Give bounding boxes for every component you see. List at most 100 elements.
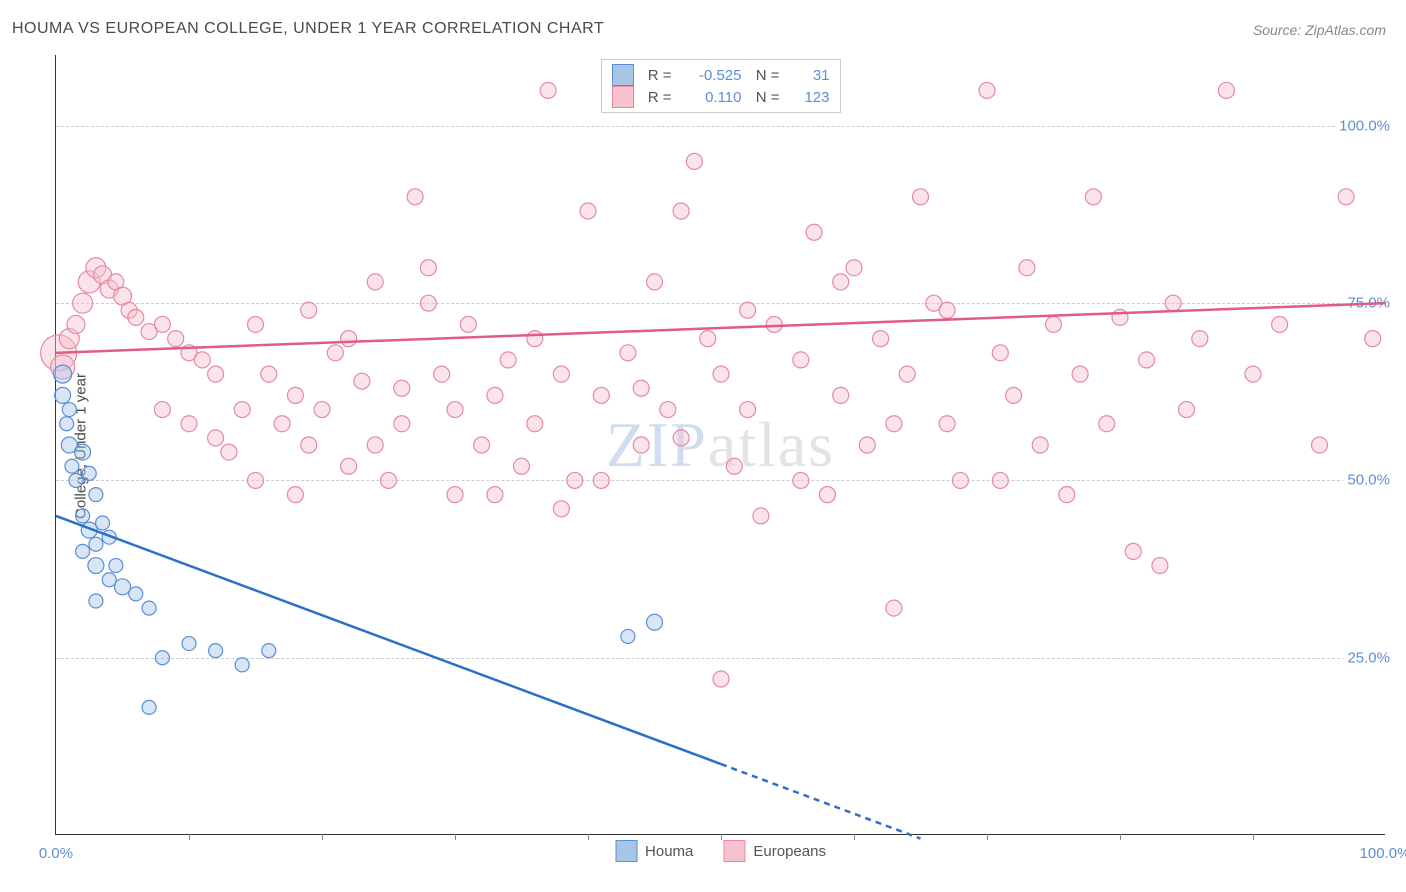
pink-point	[487, 487, 503, 503]
pink-point	[407, 189, 423, 205]
pink-point	[846, 260, 862, 276]
pink-point	[647, 274, 663, 290]
blue-point	[54, 365, 72, 383]
pink-point	[1085, 189, 1101, 205]
series-legend: Houma Europeans	[615, 840, 826, 862]
pink-point	[420, 260, 436, 276]
pink-point	[287, 387, 303, 403]
pink-point	[208, 430, 224, 446]
r-value: 0.110	[682, 89, 742, 106]
blue-point	[89, 594, 103, 608]
pink-point	[660, 402, 676, 418]
pink-point	[154, 402, 170, 418]
legend-swatch	[612, 64, 634, 86]
blue-point	[76, 509, 90, 523]
pink-point	[527, 416, 543, 432]
pink-point	[261, 366, 277, 382]
pink-point	[168, 331, 184, 347]
pink-point	[753, 508, 769, 524]
blue-point	[142, 601, 156, 615]
pink-point	[1006, 387, 1022, 403]
x-tick	[189, 834, 190, 840]
blue-point	[235, 658, 249, 672]
pink-point	[1272, 316, 1288, 332]
pink-point	[939, 416, 955, 432]
pink-point	[447, 402, 463, 418]
n-label: N =	[752, 89, 780, 106]
pink-point	[700, 331, 716, 347]
pink-point	[314, 402, 330, 418]
blue-point	[89, 488, 103, 502]
pink-point	[248, 472, 264, 488]
blue-point	[60, 417, 74, 431]
blue-point	[182, 637, 196, 651]
pink-point	[1165, 295, 1181, 311]
pink-point	[886, 416, 902, 432]
pink-point	[420, 295, 436, 311]
pink-point	[1125, 543, 1141, 559]
pink-point	[194, 352, 210, 368]
blue-point	[102, 573, 116, 587]
r-label: R =	[644, 89, 672, 106]
pink-point	[367, 437, 383, 453]
pink-point	[1192, 331, 1208, 347]
pink-point	[553, 366, 569, 382]
pink-point	[447, 487, 463, 503]
blue-point	[62, 403, 76, 417]
pink-point	[1218, 82, 1234, 98]
pink-point	[553, 501, 569, 517]
pink-point	[593, 387, 609, 403]
pink-point	[580, 203, 596, 219]
x-tick	[455, 834, 456, 840]
pink-point	[833, 274, 849, 290]
blue-point	[88, 558, 104, 574]
pink-point	[341, 458, 357, 474]
pink-point	[301, 302, 317, 318]
blue-point	[109, 559, 123, 573]
r-label: R =	[644, 67, 672, 84]
pink-point	[327, 345, 343, 361]
pink-point	[1099, 416, 1115, 432]
legend-swatch	[615, 840, 637, 862]
pink-point	[992, 345, 1008, 361]
pink-point	[1046, 316, 1062, 332]
blue-point	[65, 459, 79, 473]
pink-point	[394, 416, 410, 432]
pink-point	[540, 82, 556, 98]
n-value: 31	[790, 67, 830, 84]
pink-point	[939, 302, 955, 318]
blue-trendline-dash	[721, 764, 921, 838]
x-tick	[1253, 834, 1254, 840]
pink-point	[1059, 487, 1075, 503]
legend-swatch	[612, 86, 634, 108]
pink-point	[899, 366, 915, 382]
x-tick	[588, 834, 589, 840]
pink-point	[593, 472, 609, 488]
pink-point	[673, 430, 689, 446]
legend-swatch	[723, 840, 745, 862]
n-label: N =	[752, 67, 780, 84]
pink-point	[234, 402, 250, 418]
pink-point	[1072, 366, 1088, 382]
pink-point	[859, 437, 875, 453]
legend-item: Houma	[615, 840, 693, 862]
pink-point	[766, 316, 782, 332]
pink-point	[793, 472, 809, 488]
pink-point	[686, 153, 702, 169]
pink-point	[633, 437, 649, 453]
pink-point	[128, 309, 144, 325]
pink-point	[952, 472, 968, 488]
pink-point	[1032, 437, 1048, 453]
pink-point	[500, 352, 516, 368]
r-value: -0.525	[682, 67, 742, 84]
pink-point	[154, 316, 170, 332]
pink-point	[620, 345, 636, 361]
pink-point	[274, 416, 290, 432]
legend-item: Europeans	[723, 840, 826, 862]
pink-point	[394, 380, 410, 396]
blue-point	[621, 629, 635, 643]
pink-point	[633, 380, 649, 396]
chart-title: HOUMA VS EUROPEAN COLLEGE, UNDER 1 YEAR …	[12, 20, 604, 38]
blue-point	[76, 544, 90, 558]
pink-point	[527, 331, 543, 347]
